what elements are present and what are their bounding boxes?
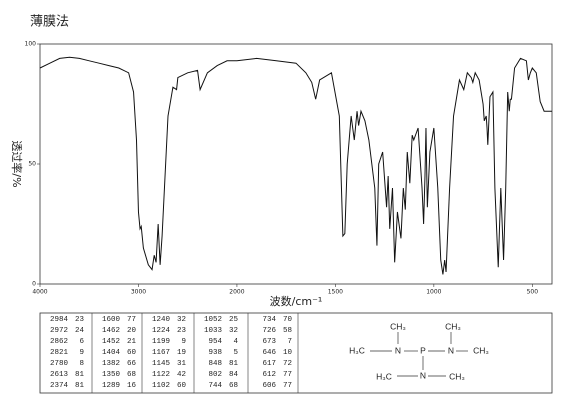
peak-wavenumber: 1102 (152, 382, 170, 390)
peak-transmittance: 84 (229, 371, 239, 379)
x-tick-label: 1500 (328, 289, 343, 296)
y-axis-label: 透过率/% (10, 140, 24, 187)
peak-transmittance: 31 (177, 360, 187, 368)
peak-wavenumber: 2972 (50, 327, 68, 335)
structure-label: N (395, 345, 401, 355)
x-tick-label: 500 (527, 289, 539, 296)
peak-wavenumber: 802 (208, 371, 222, 379)
peak-transmittance: 81 (75, 382, 85, 390)
peak-wavenumber: 617 (262, 360, 276, 368)
x-axis-label: 波数/cm⁻¹ (270, 295, 323, 308)
peak-transmittance: 66 (127, 360, 137, 368)
peak-transmittance: 77 (283, 371, 292, 379)
peak-wavenumber: 734 (262, 316, 276, 324)
peak-wavenumber: 1404 (102, 349, 121, 357)
peak-transmittance: 10 (283, 349, 293, 357)
structure-label: P (420, 345, 426, 355)
structure-label: CH₃ (445, 321, 461, 331)
x-tick-label: 4000 (32, 289, 47, 296)
chart-title: 薄膜法 (30, 15, 69, 30)
peak-transmittance: 70 (283, 316, 293, 324)
peak-transmittance: 7 (287, 338, 292, 346)
structure-label: CH₃ (390, 321, 406, 331)
peak-transmittance: 60 (127, 349, 137, 357)
peak-transmittance: 32 (177, 316, 186, 324)
peak-transmittance: 72 (283, 360, 292, 368)
peak-wavenumber: 954 (208, 338, 222, 346)
structure-bonds (370, 332, 468, 377)
peak-wavenumber: 612 (262, 371, 276, 379)
peak-wavenumber: 1033 (204, 327, 223, 335)
peak-wavenumber: 1122 (152, 371, 170, 379)
peak-transmittance: 8 (79, 360, 84, 368)
y-tick-label: 0 (32, 281, 36, 288)
spectrum-line (39, 56, 552, 275)
peak-transmittance: 77 (283, 382, 292, 390)
x-tick-label: 3000 (131, 289, 146, 296)
peak-transmittance: 5 (233, 349, 238, 357)
y-tick-label: 100 (25, 41, 37, 48)
peak-wavenumber: 2780 (50, 360, 69, 368)
peak-transmittance: 81 (229, 360, 239, 368)
peak-wavenumber: 2862 (50, 338, 68, 346)
peak-wavenumber: 2374 (50, 382, 69, 390)
x-tick-label: 1000 (426, 289, 441, 296)
y-tick-label: 50 (28, 161, 36, 168)
peak-transmittance: 58 (283, 327, 292, 335)
peak-wavenumber: 1240 (152, 316, 171, 324)
peak-wavenumber: 1350 (102, 371, 121, 379)
peak-wavenumber: 1167 (152, 349, 170, 357)
peak-transmittance: 60 (177, 382, 187, 390)
peak-transmittance: 6 (79, 338, 84, 346)
peak-wavenumber: 1382 (102, 360, 120, 368)
peak-wavenumber: 1289 (102, 382, 120, 390)
peak-wavenumber: 938 (208, 349, 222, 357)
peak-wavenumber: 744 (208, 382, 222, 390)
peak-transmittance: 77 (127, 316, 136, 324)
peak-wavenumber: 673 (262, 338, 276, 346)
structure-label: N (420, 370, 426, 380)
peak-transmittance: 20 (127, 327, 137, 335)
peak-wavenumber: 606 (262, 382, 276, 390)
peak-wavenumber: 1452 (102, 338, 120, 346)
table-frame (39, 312, 553, 394)
peak-transmittance: 68 (229, 382, 238, 390)
peak-transmittance: 21 (127, 338, 137, 346)
table-dividers (91, 313, 299, 393)
peak-wavenumber: 1224 (152, 327, 171, 335)
peak-wavenumber: 726 (262, 327, 276, 335)
peak-transmittance: 68 (127, 371, 136, 379)
peak-transmittance: 24 (75, 327, 85, 335)
peak-transmittance: 4 (233, 338, 238, 346)
structure-label: CH₃ (473, 345, 489, 355)
peak-transmittance: 32 (229, 327, 238, 335)
peak-wavenumber: 2613 (50, 371, 69, 379)
structure-label: H₃C (376, 371, 392, 381)
structure-label: CH₃ (449, 371, 465, 381)
peak-wavenumber: 1462 (102, 327, 120, 335)
peak-wavenumber: 1600 (102, 316, 121, 324)
peak-wavenumber: 1145 (152, 360, 171, 368)
peak-transmittance: 9 (79, 349, 84, 357)
peak-transmittance: 23 (177, 327, 187, 335)
peak-wavenumber: 1199 (152, 338, 170, 346)
peak-wavenumber: 2821 (50, 349, 69, 357)
peak-wavenumber: 2984 (50, 316, 69, 324)
plot-frame (39, 43, 553, 285)
peak-transmittance: 16 (127, 382, 137, 390)
peak-wavenumber: 848 (208, 360, 222, 368)
structure-label: N (448, 345, 454, 355)
structure-label: H₃C (349, 345, 365, 355)
x-tick-label: 2000 (229, 289, 244, 296)
peak-transmittance: 25 (229, 316, 239, 324)
peak-transmittance: 81 (75, 371, 85, 379)
peak-wavenumber: 1052 (204, 316, 222, 324)
peak-transmittance: 9 (181, 338, 186, 346)
peak-transmittance: 19 (177, 349, 186, 357)
peak-transmittance: 23 (75, 316, 85, 324)
peak-transmittance: 42 (177, 371, 186, 379)
peak-wavenumber: 646 (262, 349, 276, 357)
